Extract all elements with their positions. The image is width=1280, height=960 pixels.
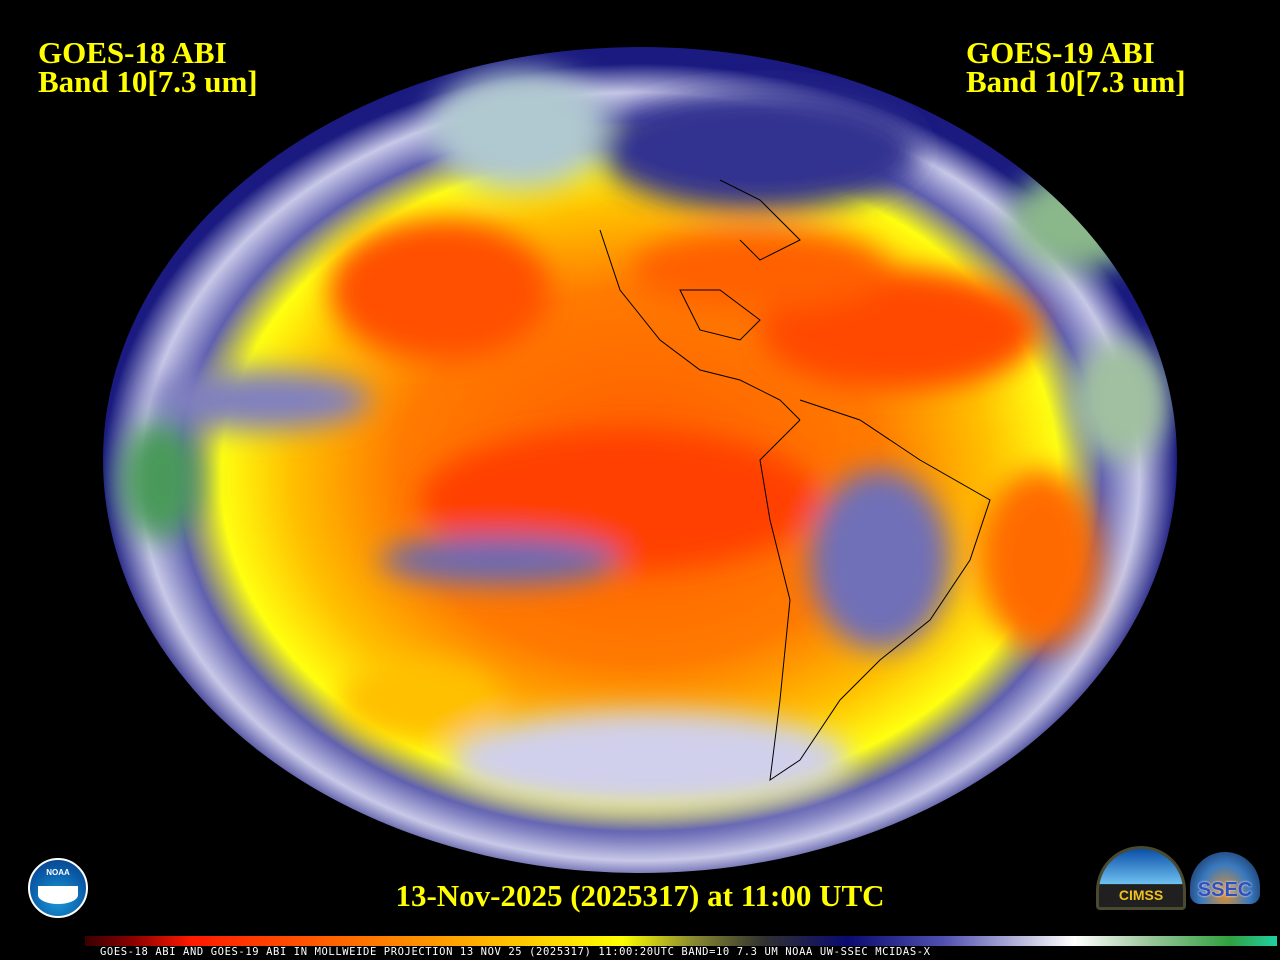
ssec-logo: SSEC — [1190, 852, 1260, 904]
date-label: 13-Nov-2025 (2025317) at 11:00 UTC — [395, 878, 885, 913]
cimss-logo: CIMSS — [1096, 846, 1186, 910]
right-satellite-title: GOES-19 ABI Band 10[7.3 um] — [966, 35, 1186, 99]
left-satellite-name: GOES-18 ABI — [38, 35, 227, 70]
noaa-logo: NOAA — [28, 858, 88, 918]
color-bar-caption: GOES-18 ABI AND GOES-19 ABI IN MOLLWEIDE… — [100, 946, 931, 958]
right-satellite-name: GOES-19 ABI — [966, 35, 1155, 70]
left-satellite-title: GOES-18 ABI Band 10[7.3 um] — [38, 35, 258, 99]
noaa-bird-icon — [38, 886, 78, 904]
coastlines — [599, 179, 991, 782]
left-band-label: Band 10[7.3 um] — [38, 64, 258, 99]
noaa-logo-text: NOAA — [46, 868, 70, 877]
cloud-features — [120, 70, 1170, 810]
right-band-label: Band 10[7.3 um] — [966, 64, 1186, 99]
color-bar — [85, 936, 1277, 946]
cimss-logo-text: CIMSS — [1118, 887, 1164, 903]
ssec-logo-text: SSEC — [1197, 879, 1253, 901]
